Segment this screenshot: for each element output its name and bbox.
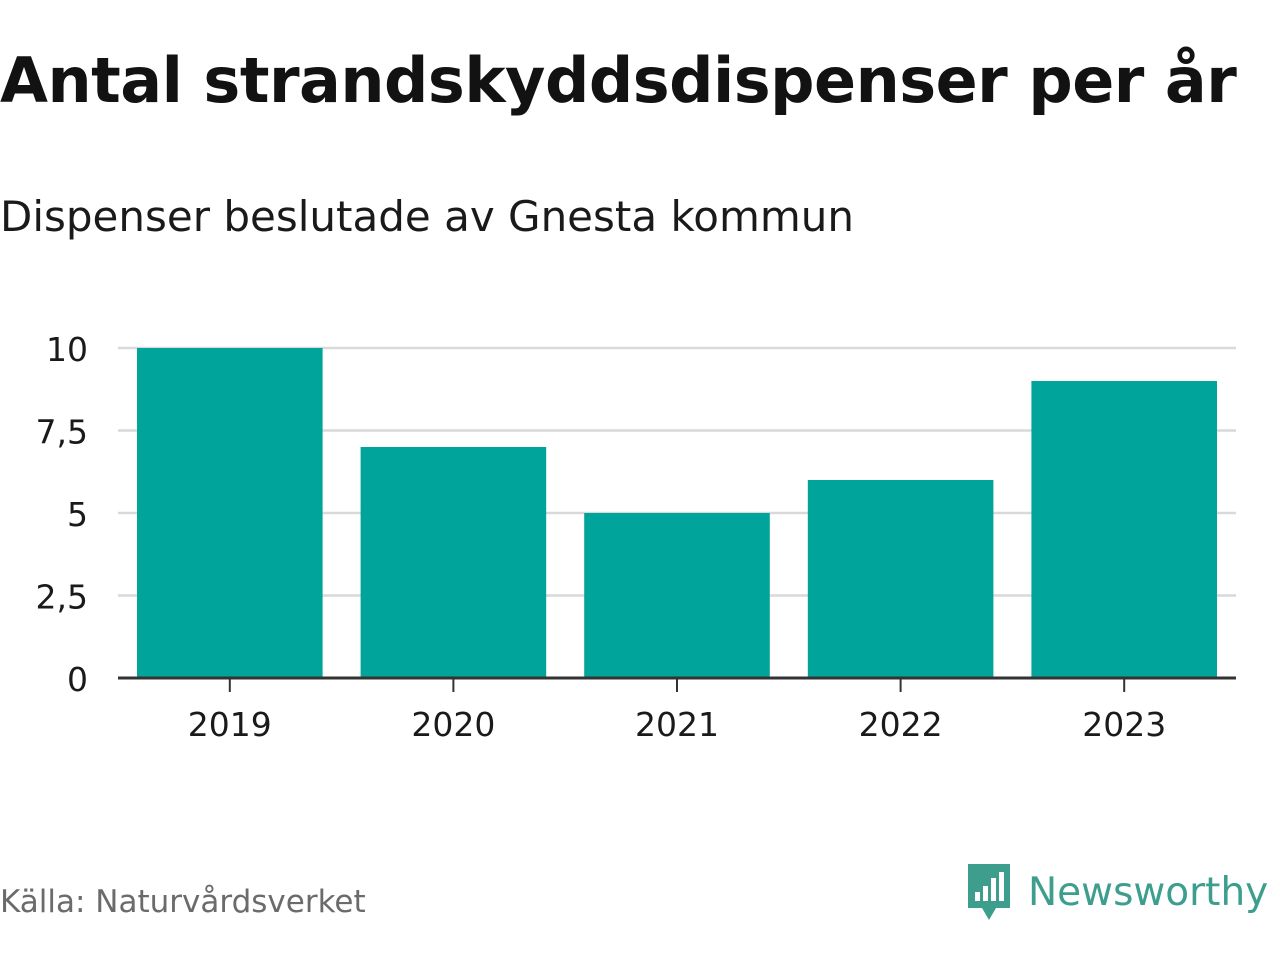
x-tick-label: 2019: [188, 705, 272, 744]
y-tick-label: 10: [46, 330, 88, 369]
newsworthy-logo-icon: [968, 864, 1010, 920]
source-note: Källa: Naturvårdsverket: [0, 884, 366, 920]
y-tick-label: 2,5: [36, 578, 88, 617]
brand-logo: Newsworthy: [964, 862, 1268, 922]
x-tick-label: 2022: [859, 705, 943, 744]
y-tick-label: 0: [67, 660, 88, 699]
bar-chart: 0 2,5 5 7,5 10 2019 2020 2021 2022 2023: [36, 330, 1236, 744]
brand-name: Newsworthy: [1028, 869, 1269, 915]
bar: [137, 348, 323, 678]
chart-subtitle: Dispenser beslutade av Gnesta kommun: [0, 192, 855, 241]
y-tick-label: 7,5: [36, 413, 88, 452]
bar: [807, 480, 994, 678]
x-tick-label: 2020: [411, 705, 495, 744]
y-tick-label: 5: [67, 495, 88, 534]
bar: [1031, 381, 1217, 678]
bar: [584, 513, 770, 678]
bar: [360, 447, 547, 678]
x-tick-label: 2023: [1082, 705, 1166, 744]
chart-title: Antal strandskyddsdispenser per år: [0, 44, 1237, 117]
x-tick-label: 2021: [635, 705, 719, 744]
